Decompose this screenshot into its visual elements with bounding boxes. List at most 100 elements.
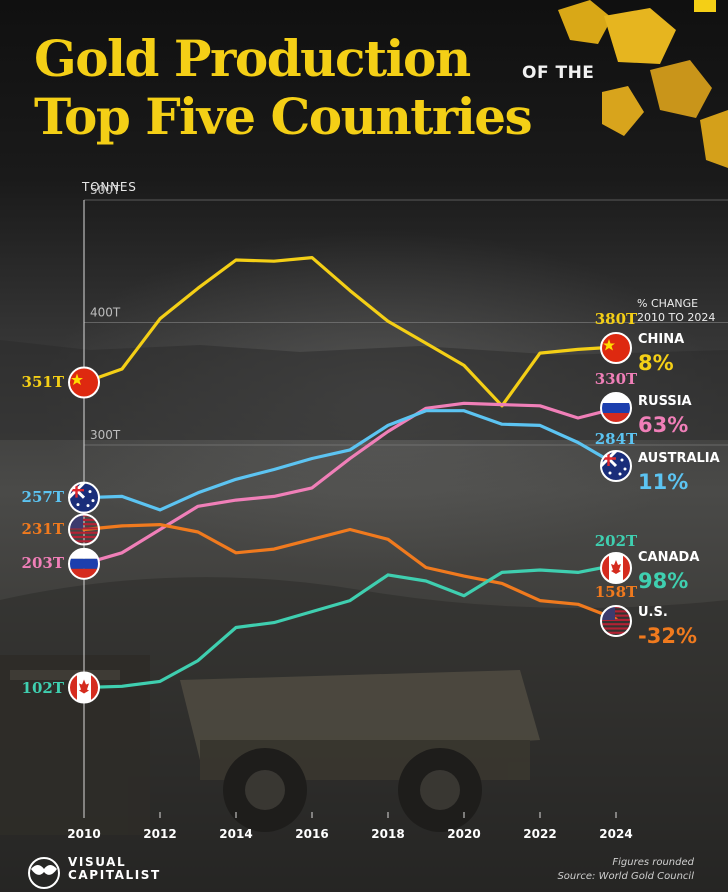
gold-nuggets-image — [558, 0, 728, 168]
flag-star — [623, 467, 627, 471]
start-value-label: 351T — [22, 373, 65, 391]
flag-border — [600, 552, 632, 584]
flag-border — [600, 332, 632, 364]
australia-flag-end — [600, 450, 632, 482]
country-name: RUSSIA — [638, 394, 692, 409]
chart-title-connector: OF THE — [522, 63, 595, 83]
gridlines: 300T 400T 500T — [84, 183, 728, 446]
x-tick-label: 2014 — [219, 827, 252, 841]
canada-flag-start — [68, 671, 100, 704]
us-flag-end — [600, 605, 632, 637]
flag-border — [68, 671, 100, 704]
y-axis-unit-label: TONNES — [82, 180, 137, 194]
flag-stripe — [601, 610, 631, 613]
percent-change-value: 11% — [638, 470, 688, 494]
percent-change-value: 63% — [638, 413, 688, 437]
x-tick-label: 2018 — [371, 827, 404, 841]
percent-change-value: 8% — [638, 351, 674, 375]
x-tick-label: 2022 — [523, 827, 556, 841]
end-value-label: 158T — [595, 583, 638, 601]
flag-border — [68, 481, 100, 514]
russia-flag-end — [600, 392, 632, 424]
source-note: Source: World Gold Council — [557, 871, 694, 882]
flag-stripe — [601, 413, 631, 423]
flag-star — [88, 490, 92, 494]
percent-change-header: % CHANGE 2010 TO 2024 — [637, 297, 727, 325]
figures-rounded-note: Figures rounded — [612, 857, 694, 868]
flag-band — [623, 553, 631, 583]
chart-title-line1: Gold Production — [34, 29, 471, 88]
flag-star — [76, 503, 80, 507]
flag-border — [600, 392, 632, 424]
start-value-label: 231T — [22, 520, 65, 538]
flag-stripe — [69, 531, 99, 534]
start-value-label: 203T — [22, 554, 65, 572]
country-name: U.S. — [638, 605, 668, 620]
brand-line1: VISUAL — [68, 855, 127, 869]
x-tick-label: 2010 — [67, 827, 100, 841]
haul-truck-illustration — [0, 655, 540, 835]
visual-capitalist-logo — [28, 857, 60, 889]
flag-stripe — [601, 623, 631, 626]
flag-stripe — [601, 614, 631, 617]
flag-border — [68, 366, 100, 399]
russia-flag-fill — [69, 548, 99, 579]
end-value-label: 284T — [595, 430, 638, 448]
flag-stripe — [69, 548, 99, 559]
flag-maple-leaf — [79, 679, 89, 694]
treeline — [0, 340, 728, 440]
flag-stripe — [69, 523, 99, 526]
flag-maple-leaf — [611, 560, 621, 574]
flag-band — [91, 672, 99, 703]
axes: 2010 2012 2014 2016 2018 2020 2022 2024 — [67, 200, 633, 841]
flag-stripe — [69, 568, 99, 579]
end-value-label: 330T — [595, 370, 638, 388]
y-tick-label: 500T — [90, 183, 121, 197]
flag-stripe — [601, 627, 631, 630]
country-name: CANADA — [638, 550, 699, 565]
percent-change-value: -32% — [638, 624, 697, 648]
flag-stripe — [601, 618, 631, 621]
flag-star — [620, 458, 624, 462]
flag-star — [71, 373, 83, 386]
country-name: AUSTRALIA — [638, 451, 720, 466]
russia-flag-fill — [601, 393, 631, 423]
flag-border — [68, 547, 100, 580]
flag-band — [601, 553, 609, 583]
y-tick-label: 300T — [90, 428, 121, 442]
flag-stripe — [69, 558, 99, 569]
flag-star — [603, 339, 615, 351]
russia-flag-start — [68, 547, 100, 580]
start-value-label: 102T — [22, 679, 65, 697]
percent-change-header-line2: 2010 TO 2024 — [637, 311, 716, 324]
flag-border — [600, 605, 632, 637]
flag-stripe — [69, 535, 99, 539]
flag-band — [69, 672, 77, 703]
end-value-label: 380T — [595, 310, 638, 328]
flag-stripe — [69, 527, 99, 530]
percent-change-value: 98% — [638, 569, 688, 593]
canada-flag-end — [600, 552, 632, 584]
chart-title-line2: Top Five Countries — [34, 87, 533, 146]
footnote: Figures rounded Source: World Gold Counc… — [557, 856, 694, 884]
flag-stripe — [69, 514, 99, 517]
flag-stripe — [69, 518, 99, 521]
x-tick-label: 2020 — [447, 827, 480, 841]
australia-flag-start — [68, 481, 100, 514]
china-flag-start — [68, 366, 100, 399]
flag-stripe — [69, 540, 99, 543]
brand-name: VISUAL CAPITALIST — [68, 856, 161, 882]
start-value-label: 257T — [22, 488, 65, 506]
flag-star — [608, 471, 612, 475]
x-tick-label: 2024 — [599, 827, 632, 841]
brand-line2: CAPITALIST — [68, 868, 161, 882]
flag-star — [618, 472, 622, 476]
country-name: CHINA — [638, 332, 684, 347]
flag-star — [86, 504, 90, 508]
